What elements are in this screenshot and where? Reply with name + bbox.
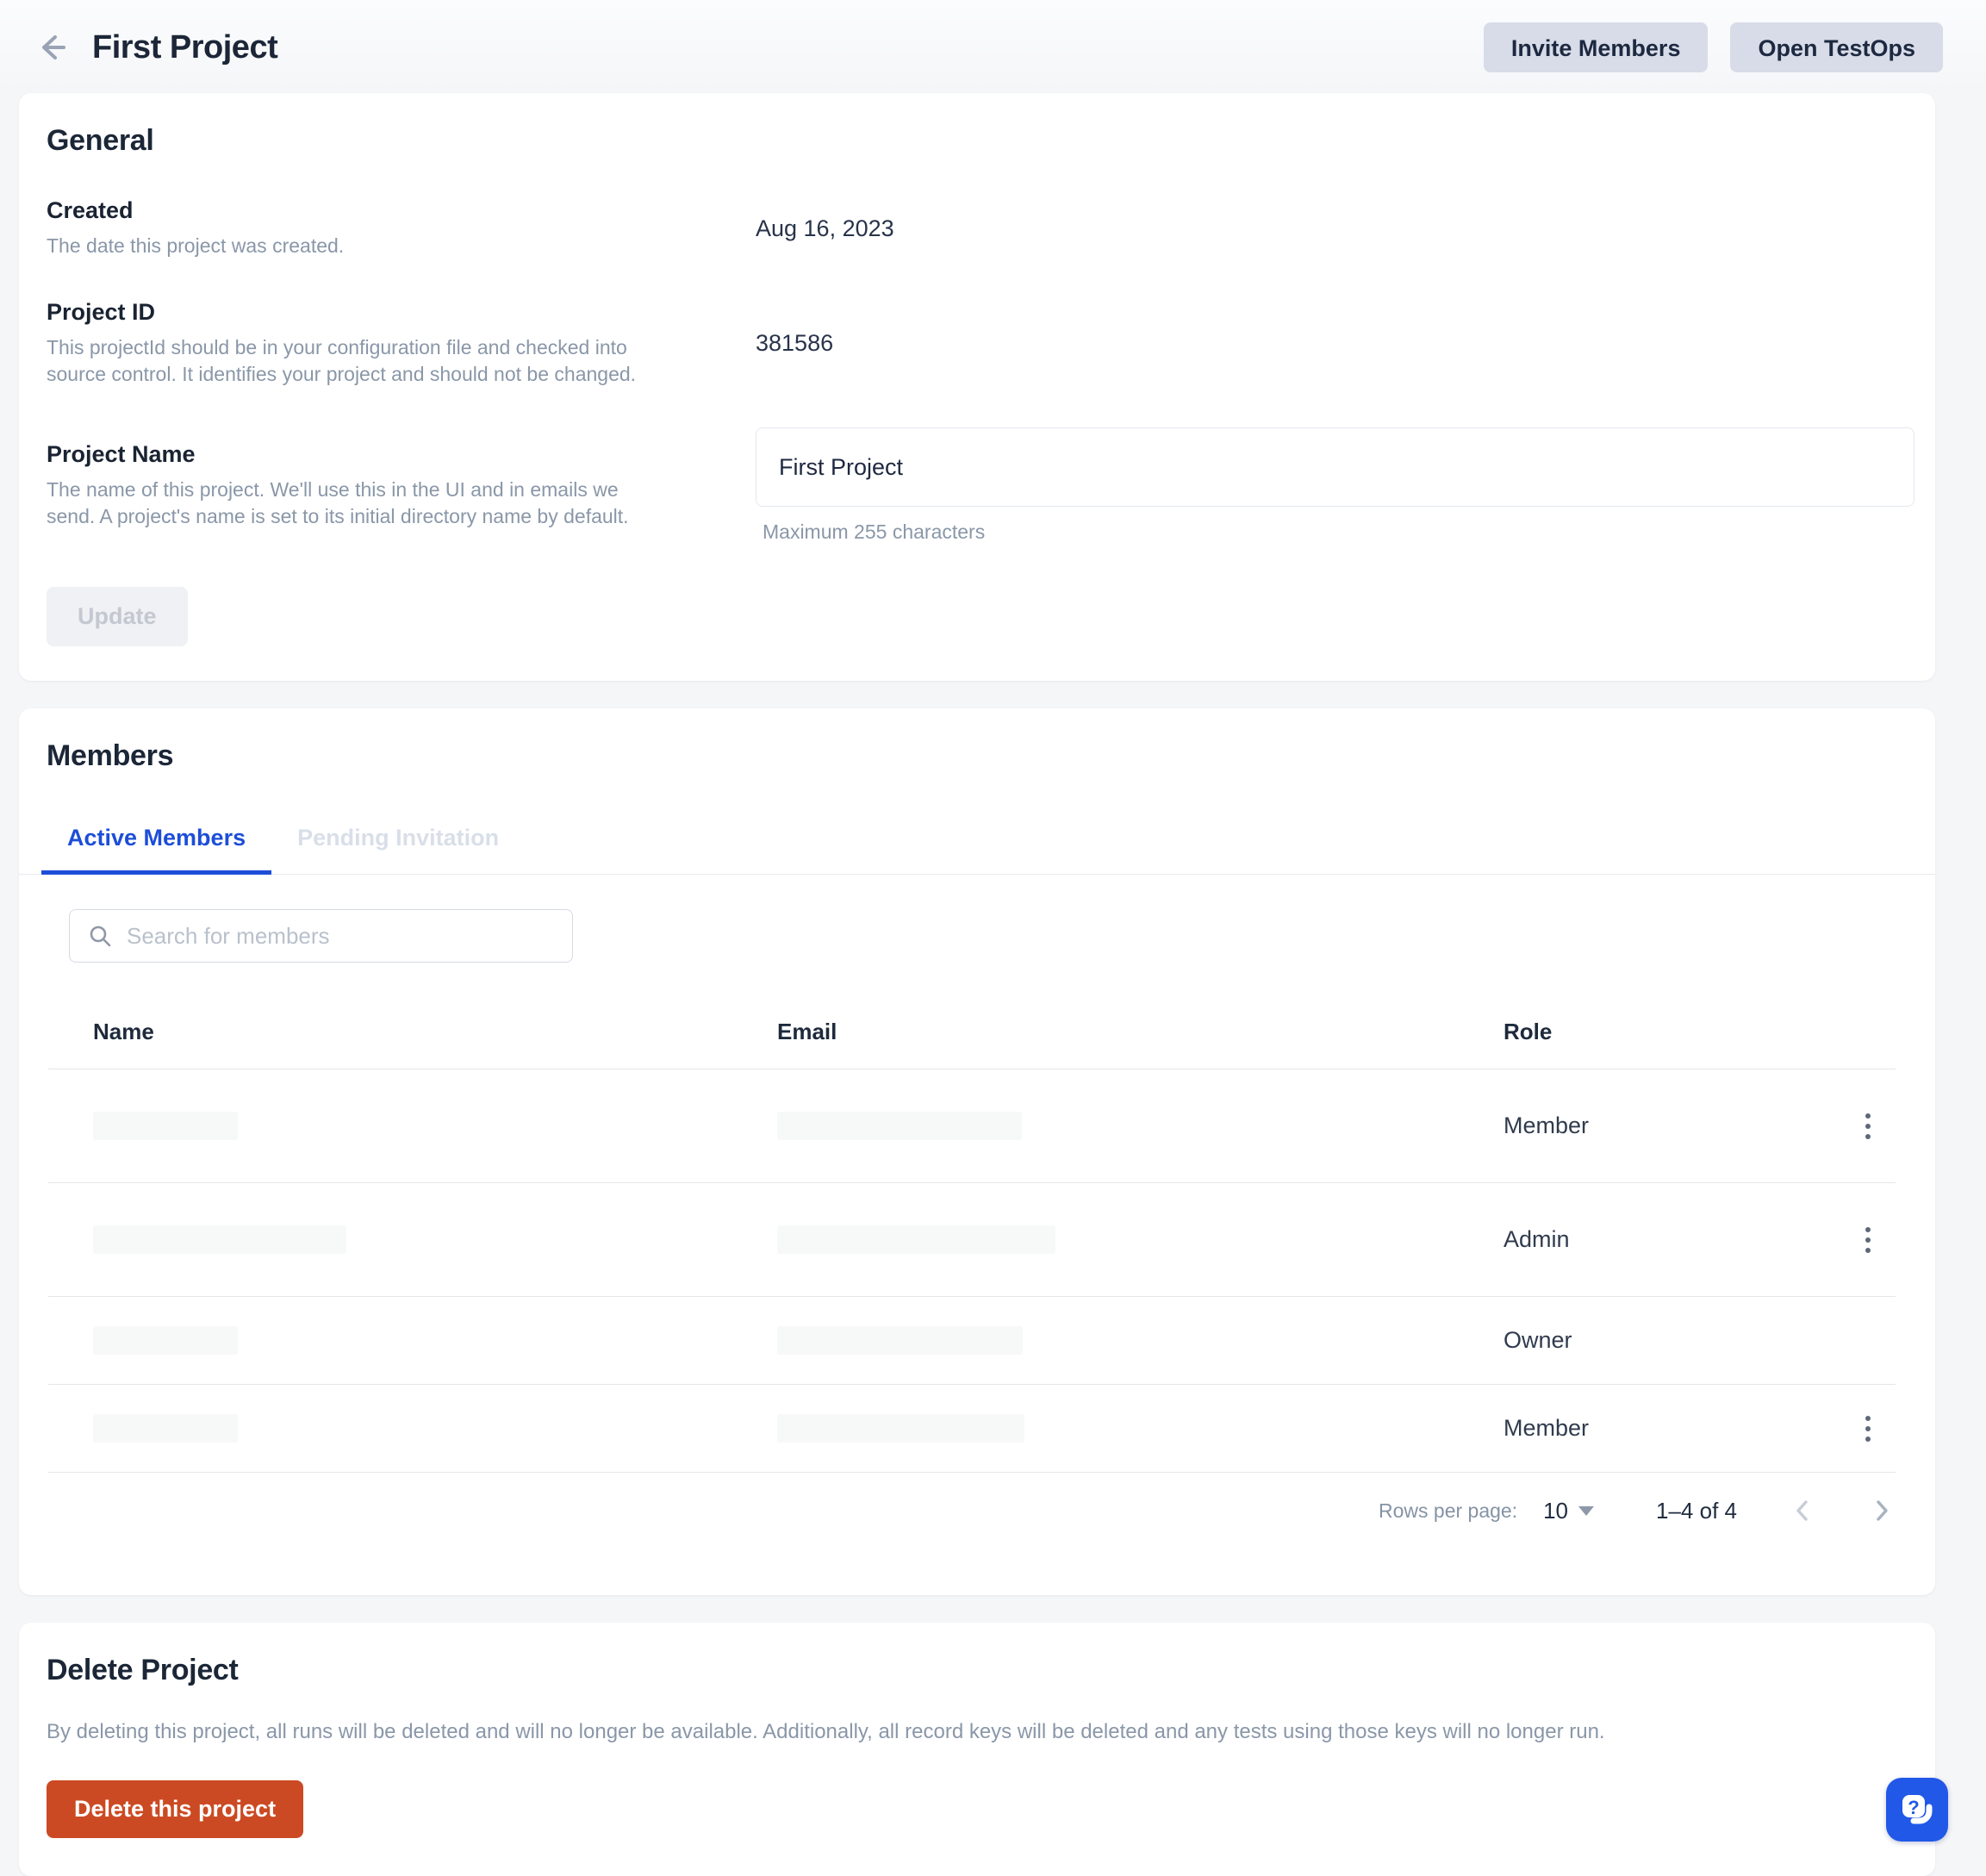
project-id-description: This projectId should be in your configu…: [47, 336, 637, 385]
pagination: Rows per page: 10 1–4 of 4: [48, 1473, 1896, 1549]
update-button[interactable]: Update: [47, 587, 188, 646]
delete-project-card: Delete Project By deleting this project,…: [19, 1623, 1935, 1876]
pagination-range: 1–4 of 4: [1656, 1497, 1737, 1524]
general-heading: General: [47, 124, 154, 157]
column-header-role: Role: [1504, 1019, 1553, 1044]
column-header-email: Email: [777, 1019, 837, 1044]
delete-heading: Delete Project: [47, 1654, 239, 1686]
column-header-name: Name: [93, 1019, 154, 1044]
table-row: Owner: [48, 1297, 1896, 1385]
table-row: Admin: [48, 1183, 1896, 1297]
project-name-row: Project Name The name of this project. W…: [47, 427, 1914, 544]
members-tabs: Active Members Pending Invitation: [19, 813, 1935, 875]
open-testops-button[interactable]: Open TestOps: [1730, 22, 1943, 72]
email-placeholder: [777, 1225, 1055, 1254]
members-table: Name Email Role Member Admin Owner M: [48, 995, 1896, 1473]
delete-description: By deleting this project, all runs will …: [47, 1720, 1605, 1743]
row-menu-button[interactable]: [1844, 1216, 1892, 1264]
chevron-right-icon: [1877, 1500, 1888, 1521]
project-id-row: Project ID This projectId should be in y…: [47, 299, 1908, 388]
name-placeholder: [93, 1112, 238, 1140]
email-placeholder: [777, 1414, 1024, 1443]
back-button[interactable]: [30, 27, 72, 68]
delete-project-button[interactable]: Delete this project: [47, 1780, 304, 1838]
rows-per-page-select[interactable]: 10: [1543, 1497, 1595, 1524]
row-menu-button[interactable]: [1844, 1102, 1892, 1150]
general-card: General Created The date this project wa…: [19, 93, 1935, 681]
created-row: Created The date this project was create…: [47, 197, 1908, 259]
project-id-value: 381586: [756, 330, 834, 356]
next-page-button[interactable]: [1868, 1497, 1896, 1524]
row-menu-button[interactable]: [1844, 1405, 1892, 1453]
topbar: First Project Invite Members Open TestOp…: [0, 0, 1986, 93]
role-value: Member: [1504, 1415, 1590, 1441]
chevron-left-icon: [1796, 1500, 1808, 1521]
help-chat-icon: ?: [1902, 1795, 1933, 1824]
tab-active-members[interactable]: Active Members: [41, 813, 272, 875]
name-placeholder: [93, 1414, 238, 1443]
page-title: First Project: [92, 28, 278, 65]
name-placeholder: [93, 1326, 238, 1355]
arrow-left-icon: [42, 35, 65, 59]
members-card: Members Active Members Pending Invitatio…: [19, 708, 1935, 1595]
name-placeholder: [93, 1225, 346, 1254]
caret-down-icon: [1578, 1505, 1595, 1516]
table-header: Name Email Role: [48, 995, 1896, 1069]
email-placeholder: [777, 1112, 1022, 1140]
member-search: [69, 909, 573, 963]
project-id-label: Project ID: [47, 299, 156, 325]
project-name-label: Project Name: [47, 441, 196, 467]
created-label: Created: [47, 197, 134, 223]
table-row: Member: [48, 1385, 1896, 1473]
project-name-input[interactable]: [756, 427, 1914, 507]
search-members-input[interactable]: [127, 922, 555, 950]
role-value: Admin: [1504, 1226, 1570, 1252]
svg-text:?: ?: [1908, 1797, 1919, 1818]
previous-page-button[interactable]: [1789, 1497, 1816, 1524]
rows-per-page-label: Rows per page:: [1379, 1499, 1518, 1522]
role-value: Member: [1504, 1113, 1590, 1138]
tab-pending-invitation[interactable]: Pending Invitation: [271, 813, 525, 875]
project-name-hint: Maximum 255 characters: [763, 520, 986, 543]
rows-per-page-value: 10: [1543, 1497, 1569, 1524]
created-value: Aug 16, 2023: [756, 215, 894, 241]
project-name-description: The name of this project. We'll use this…: [47, 478, 629, 527]
invite-members-button[interactable]: Invite Members: [1483, 22, 1709, 72]
role-value: Owner: [1504, 1327, 1572, 1353]
created-description: The date this project was created.: [47, 234, 345, 257]
table-row: Member: [48, 1069, 1896, 1183]
search-icon: [90, 926, 111, 947]
email-placeholder: [777, 1326, 1023, 1355]
help-fab-button[interactable]: ?: [1886, 1778, 1948, 1842]
topbar-actions: Invite Members Open TestOps: [1483, 22, 1943, 72]
members-heading: Members: [47, 739, 174, 772]
